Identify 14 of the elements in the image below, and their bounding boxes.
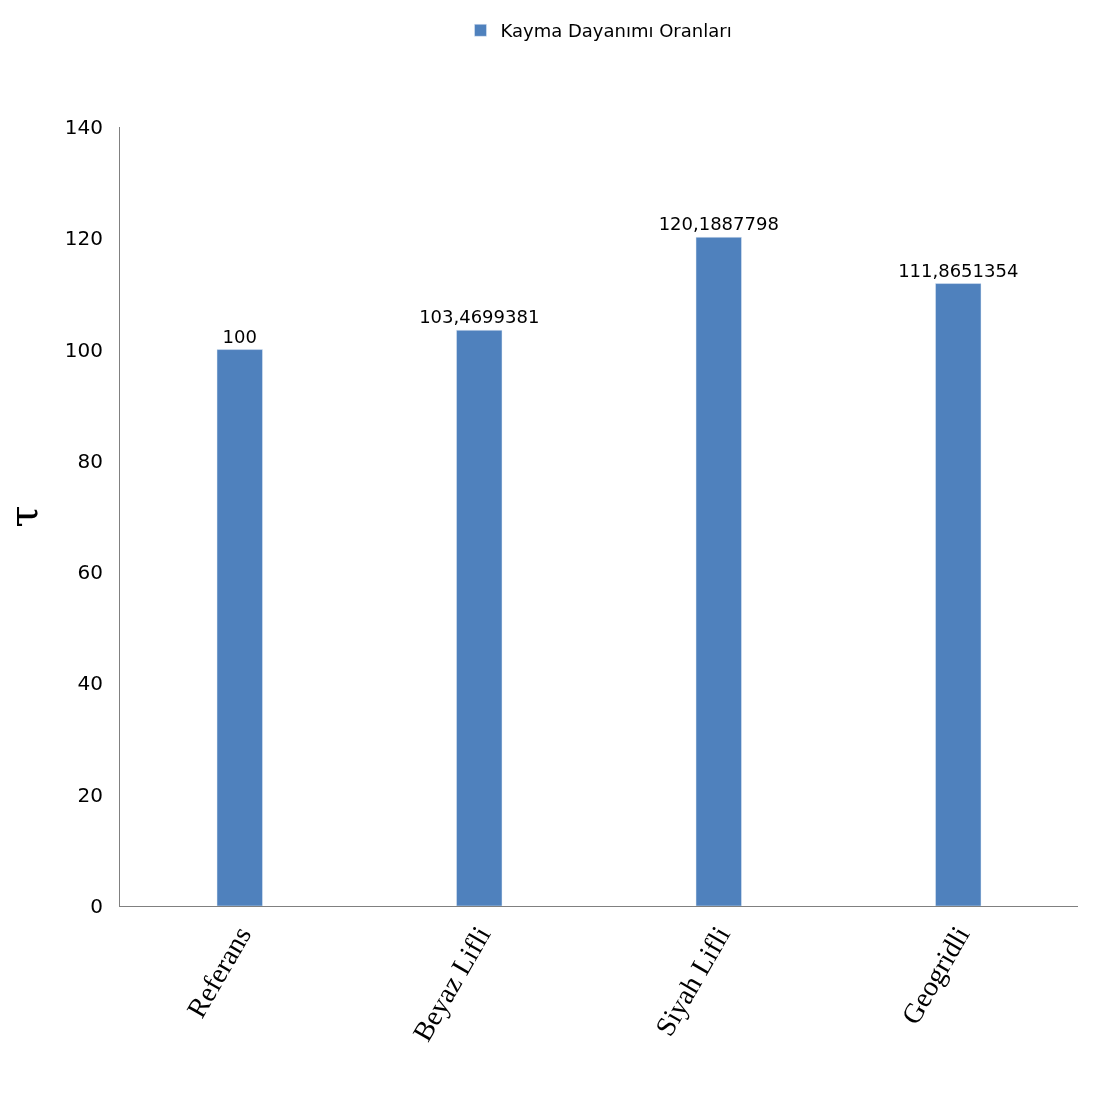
y-tick-label: 140 bbox=[64, 115, 103, 139]
y-tick-label: 20 bbox=[77, 782, 103, 807]
y-tick-label: 0 bbox=[90, 894, 103, 918]
y-tick-label: 60 bbox=[77, 560, 103, 585]
y-tick-label: 100 bbox=[64, 337, 103, 362]
y-tick-label: 120 bbox=[64, 226, 103, 251]
y-tick-label: 40 bbox=[77, 671, 103, 696]
data-label: 120,1887798 bbox=[658, 213, 779, 235]
legend-label: Kayma Dayanımı Oranları bbox=[500, 20, 732, 42]
y-tick-label: 80 bbox=[77, 448, 103, 473]
data-label: 111,8651354 bbox=[898, 259, 1019, 281]
data-label: 103,4699381 bbox=[419, 306, 540, 328]
data-label: 100 bbox=[222, 325, 257, 347]
y-axis-title: τ bbox=[0, 505, 46, 528]
